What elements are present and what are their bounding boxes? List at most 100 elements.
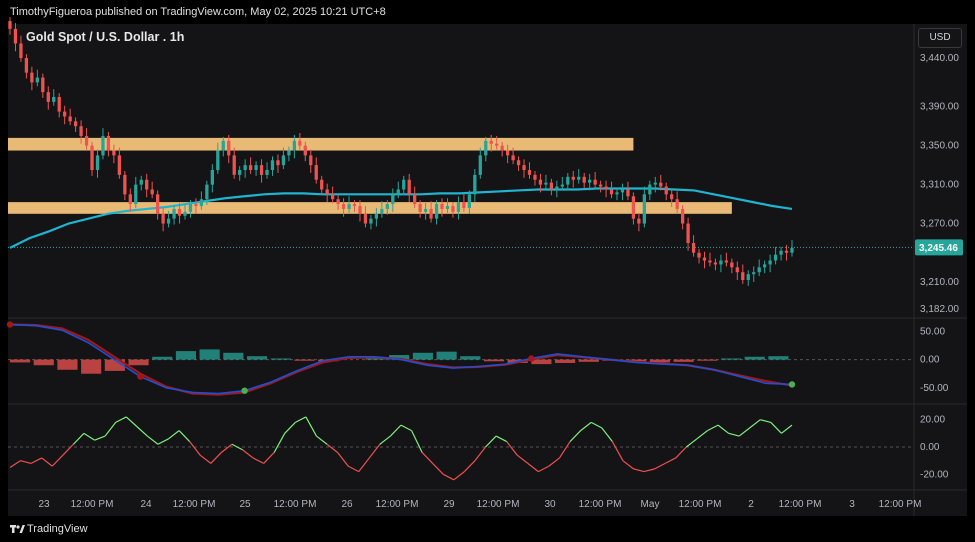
candle-body (194, 204, 198, 207)
oscillator-segment (242, 449, 254, 459)
oscillator-segment (506, 441, 518, 456)
candle-body (238, 170, 242, 175)
candle-body (73, 121, 78, 127)
oscillator-segment (728, 432, 740, 437)
time-tick-label: 30 (544, 499, 556, 510)
oscillator-segment (347, 465, 360, 473)
price-tick-label: 3,210.00 (920, 277, 959, 288)
macd-histogram-bar (673, 359, 694, 362)
candle-body (287, 150, 291, 156)
time-axis: 23 12:00 PM 24 12:00 PM 25 12:00 PM 26 12:00 PM… (38, 499, 921, 510)
oscillator-segment (411, 430, 423, 453)
oscillator-segment (72, 432, 85, 445)
symbol-title[interactable]: Gold Spot / U.S. Dollar . 1h (26, 30, 185, 44)
candle-body (254, 165, 258, 170)
macd-histogram-bar (649, 359, 670, 363)
candle-body (35, 77, 39, 83)
oscillator-segment (749, 419, 761, 429)
candle-body (752, 272, 756, 275)
candle-body (560, 184, 564, 187)
oscillator-segment (104, 422, 117, 437)
time-tick-label: 12:00 PM (376, 499, 419, 510)
oscillator-segment (41, 457, 53, 467)
candle-body (527, 170, 532, 175)
time-tick-label: 12:00 PM (477, 499, 520, 510)
candle-body (648, 184, 652, 195)
candle-body (166, 218, 171, 224)
candle-body (145, 179, 149, 190)
oscillator-segment (147, 435, 159, 445)
oscillator-segment (9, 460, 21, 469)
macd-histogram-bar (270, 358, 291, 360)
candle-body (571, 176, 575, 180)
price-zone (8, 202, 732, 214)
candle-body (708, 260, 712, 263)
oscillator-segment (30, 457, 42, 464)
oscillator-segment (400, 424, 412, 432)
oscillator-segment (442, 473, 455, 481)
candle-body (730, 262, 734, 268)
last-price-marker: 3,245.46 (8, 239, 963, 256)
oscillator-segment (273, 433, 286, 453)
candle-body (533, 174, 537, 180)
candle-body (582, 176, 586, 183)
macd-histogram-bar (10, 359, 31, 363)
candle-body (57, 97, 61, 112)
macd-histogram-bar (720, 358, 742, 360)
candle-body (609, 189, 614, 195)
macd-histogram-bar (104, 359, 125, 371)
oscillator-segment (178, 430, 191, 442)
candle-body (134, 184, 138, 205)
oscillator-segment (685, 438, 698, 448)
candle-body (784, 250, 789, 253)
price-zone (8, 137, 634, 151)
candle-body (593, 179, 597, 185)
candle-body (90, 145, 94, 170)
macd-cross-marker (528, 355, 535, 362)
candle-body (577, 176, 581, 180)
price-tick-label: 3,182.00 (920, 304, 959, 315)
macd-cross-marker (241, 387, 248, 394)
oscillator-segment (326, 443, 338, 453)
oscillator-segment (125, 416, 138, 427)
macd-tick-label: 50.00 (920, 326, 945, 337)
time-tick-label: 25 (239, 499, 251, 510)
price-tick-label: 3,350.00 (920, 141, 959, 152)
oscillator-panel (8, 416, 912, 481)
candle-body (123, 174, 127, 195)
candle-body (8, 21, 12, 29)
oscillator-segment (83, 432, 95, 441)
candle-body (451, 206, 455, 212)
candle-body (746, 274, 750, 280)
candle-body (188, 204, 193, 212)
candle-body (478, 155, 482, 175)
macd-histogram-bar (460, 356, 481, 360)
macd-histogram-bar (33, 359, 54, 366)
oscillator-segment (51, 454, 64, 467)
candle-body (522, 165, 526, 170)
candle-body (232, 155, 236, 175)
top-bar: TimothyFigueroa published on TradingView… (0, 0, 975, 24)
candle-body (276, 160, 280, 166)
candle-body (511, 155, 515, 161)
macd-panel (6, 321, 912, 396)
oscillator-segment (421, 452, 434, 464)
chart-area[interactable] (8, 24, 967, 516)
candle-body (418, 204, 422, 212)
oscillator-segment (463, 460, 476, 473)
time-tick-label: 3 (849, 499, 855, 510)
oscillator-segment (548, 457, 560, 467)
oscillator-segment (337, 452, 349, 467)
candle-body (95, 155, 100, 170)
candle-body (270, 160, 275, 170)
candle-body (407, 179, 411, 195)
macd-histogram-bar (223, 352, 244, 360)
oscillator-tick-label: 0.00 (920, 442, 940, 453)
candle-body (670, 194, 674, 200)
oscillator-segment (379, 435, 391, 445)
candle-body (106, 135, 111, 151)
candle-body (341, 204, 346, 209)
macd-histogram-bar (294, 359, 315, 361)
currency-button[interactable]: USD (918, 28, 962, 48)
